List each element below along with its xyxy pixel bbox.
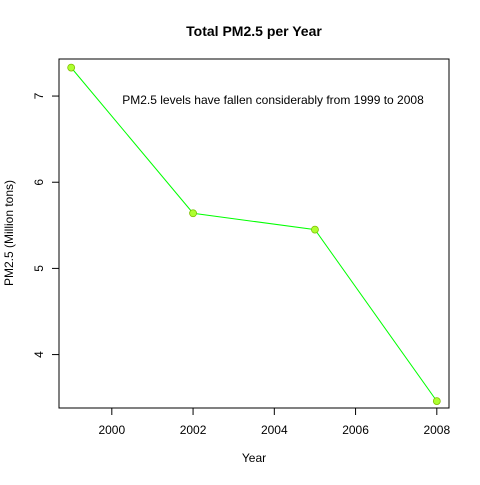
y-tick-label: 4: [32, 351, 46, 358]
data-point: [67, 63, 76, 72]
y-tick-label: 6: [32, 179, 46, 186]
plot-frame: [58, 58, 450, 409]
y-axis-label: PM2.5 (Million tons): [2, 180, 16, 286]
x-tick-label: 2000: [98, 423, 125, 437]
data-point: [311, 225, 319, 234]
x-tick-label: 2004: [261, 423, 288, 437]
x-tick-label: 2006: [342, 423, 369, 437]
x-axis: 2000 2002 2004 2006 2008: [98, 408, 450, 437]
x-tick-label: 2002: [180, 423, 207, 437]
y-tick-label: 5: [32, 265, 46, 272]
chart-annotation: PM2.5 levels have fallen considerably fr…: [122, 93, 424, 107]
chart-title: Total PM2.5 per Year: [186, 23, 322, 39]
x-axis-label: Year: [242, 451, 266, 465]
series-line: [70, 67, 438, 402]
y-tick-label: 7: [32, 92, 46, 99]
series-layer: [67, 63, 441, 406]
data-point: [189, 209, 197, 218]
y-axis: 4 5 6 7: [32, 92, 59, 358]
data-point: [432, 397, 441, 406]
x-tick-label: 2008: [423, 423, 450, 437]
